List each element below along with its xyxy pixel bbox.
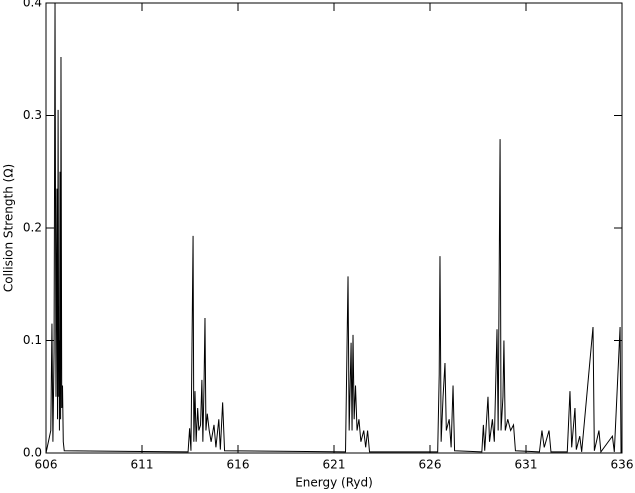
plot-frame <box>45 2 623 454</box>
y-axis-label: Collision Strength (Ω) <box>2 164 16 292</box>
data-line <box>45 2 622 454</box>
x-tick-label: 621 <box>323 458 346 472</box>
x-tick-label: 636 <box>611 458 634 472</box>
x-tick-label: 611 <box>131 458 154 472</box>
x-tick-label: 626 <box>419 458 442 472</box>
x-tick-label: 616 <box>227 458 250 472</box>
y-tick-label: 0.0 <box>23 446 42 460</box>
y-tick-label: 0.2 <box>23 221 42 235</box>
y-tick-label: 0.1 <box>23 333 42 347</box>
x-axis-label: Energy (Ryd) <box>295 476 373 490</box>
y-tick-label: 0.3 <box>23 108 42 122</box>
x-tick-label: 631 <box>515 458 538 472</box>
y-tick-label: 0.4 <box>23 0 42 10</box>
x-tick-label: 606 <box>35 458 58 472</box>
